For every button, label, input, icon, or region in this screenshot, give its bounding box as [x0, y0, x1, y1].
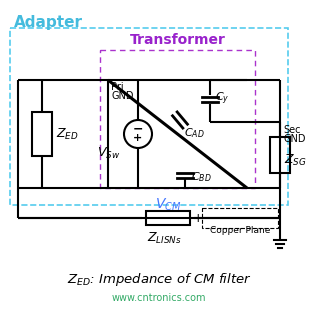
- Text: Pri: Pri: [111, 82, 124, 92]
- Text: GND: GND: [283, 134, 306, 144]
- Text: $Z_{ED}$: Impedance of CM filter: $Z_{ED}$: Impedance of CM filter: [67, 271, 251, 288]
- Text: Sec: Sec: [283, 125, 301, 135]
- Bar: [32, 112, 52, 156]
- Bar: [270, 137, 290, 173]
- Text: $C_{BD}$: $C_{BD}$: [191, 170, 212, 184]
- Text: $Z_{LISNs}$: $Z_{LISNs}$: [147, 231, 181, 246]
- Text: +: +: [193, 211, 203, 224]
- Text: −: −: [132, 211, 142, 224]
- Text: $C_{AD}$: $C_{AD}$: [184, 126, 205, 140]
- Text: GND: GND: [111, 91, 134, 101]
- Text: Adapter: Adapter: [14, 15, 83, 30]
- Text: +: +: [133, 133, 143, 143]
- Text: www.cntronics.com: www.cntronics.com: [112, 293, 206, 303]
- Text: −: −: [133, 123, 143, 136]
- Text: $V_{Sw}$: $V_{Sw}$: [97, 146, 120, 161]
- Text: Copper Plane: Copper Plane: [210, 226, 270, 235]
- Text: $Z_{SG}$: $Z_{SG}$: [284, 153, 307, 167]
- Text: $C_y$: $C_y$: [215, 91, 230, 107]
- Bar: [146, 211, 190, 225]
- Text: Transformer: Transformer: [129, 33, 225, 47]
- Text: $Z_{ED}$: $Z_{ED}$: [56, 127, 79, 142]
- Text: $V_{CM}$: $V_{CM}$: [155, 197, 181, 213]
